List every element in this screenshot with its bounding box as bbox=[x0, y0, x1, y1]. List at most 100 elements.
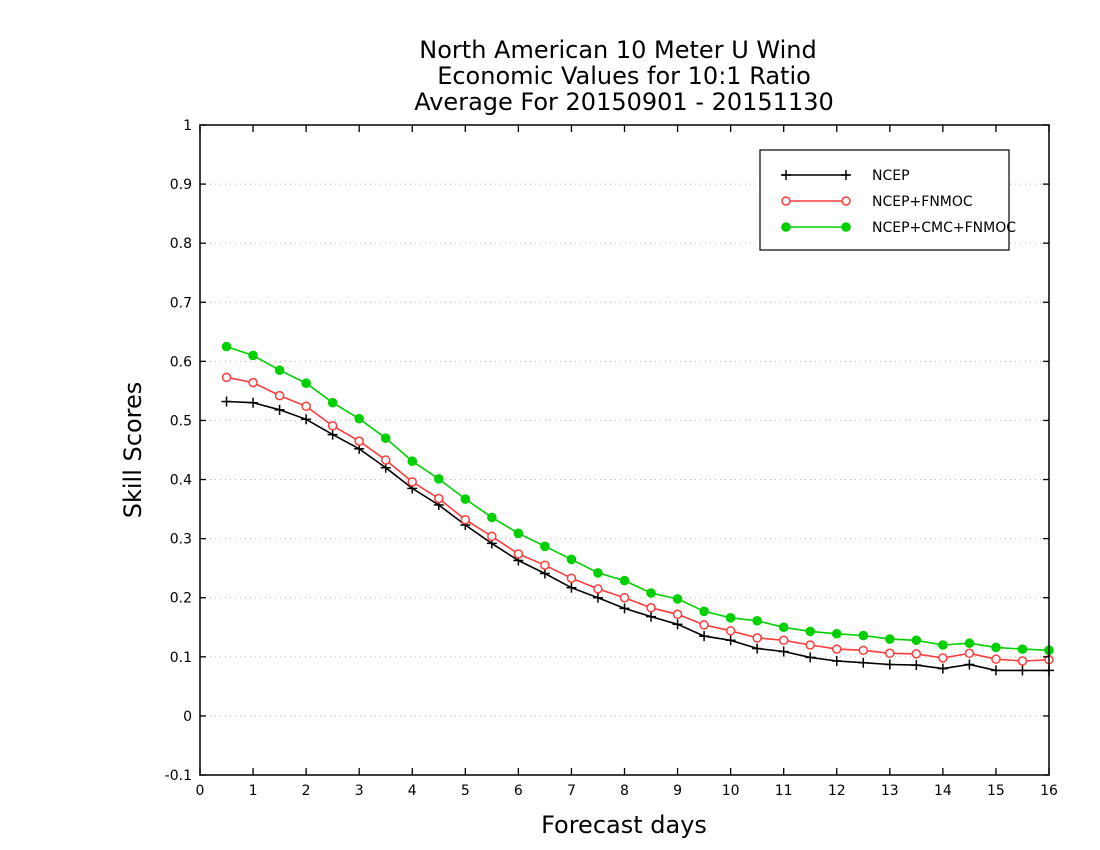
legend-marker-end bbox=[841, 170, 851, 180]
data-point bbox=[1017, 665, 1028, 676]
data-point bbox=[274, 365, 285, 376]
data-point bbox=[248, 397, 259, 408]
data-point bbox=[752, 643, 763, 654]
x-tick-label: 2 bbox=[302, 783, 311, 799]
data-point bbox=[1017, 644, 1028, 654]
data-point bbox=[699, 631, 710, 642]
x-tick-label: 8 bbox=[620, 783, 629, 799]
data-point bbox=[725, 635, 736, 646]
legend-marker-start bbox=[781, 222, 791, 232]
data-point bbox=[858, 657, 869, 668]
data-point bbox=[433, 474, 444, 484]
series-line-0 bbox=[226, 400, 1049, 672]
y-axis-label: Skill Scores bbox=[119, 382, 147, 519]
chart-title: North American 10 Meter U Wind Economic … bbox=[414, 36, 834, 116]
legend-marker-end bbox=[841, 196, 851, 206]
x-axis-label: Forecast days bbox=[541, 811, 707, 839]
y-tick-label: 0.8 bbox=[170, 236, 192, 252]
legend-marker-start bbox=[781, 170, 791, 180]
x-tick-label: 15 bbox=[987, 783, 1005, 799]
data-point bbox=[540, 560, 550, 570]
data-point bbox=[646, 603, 656, 613]
y-tick-label: 0.7 bbox=[170, 295, 192, 311]
series-line-1 bbox=[226, 376, 1050, 662]
data-point bbox=[487, 531, 497, 542]
y-tick-label: 0.5 bbox=[170, 413, 192, 429]
data-point bbox=[884, 659, 895, 670]
x-tick-label: 4 bbox=[408, 783, 417, 799]
grid bbox=[200, 183, 1049, 717]
data-point bbox=[805, 652, 816, 663]
data-point bbox=[778, 646, 789, 657]
data-point bbox=[327, 421, 338, 431]
data-point bbox=[327, 397, 338, 408]
data-point bbox=[778, 622, 789, 633]
series-2 bbox=[221, 341, 1054, 656]
data-point bbox=[221, 341, 232, 352]
x-tick-label: 5 bbox=[461, 783, 470, 799]
x-tick-label: 6 bbox=[514, 783, 523, 799]
x-tick-label: 3 bbox=[355, 783, 364, 799]
y-tick-label: 0.1 bbox=[170, 650, 192, 666]
data-point bbox=[937, 663, 948, 674]
x-tick-label: 12 bbox=[828, 783, 846, 799]
data-point bbox=[699, 620, 709, 630]
data-point bbox=[327, 429, 338, 440]
data-point bbox=[354, 436, 364, 446]
data-point bbox=[646, 611, 657, 622]
axes: -0.100.10.20.30.40.50.60.70.80.910 1 2 3 4 5 6… bbox=[165, 118, 1058, 799]
data-point bbox=[221, 372, 232, 383]
data-point bbox=[831, 655, 842, 666]
legend: NCEP NCEP+FNMOC NCEP+CMC+FNMOC bbox=[759, 149, 1016, 251]
series-line-2 bbox=[226, 345, 1050, 652]
data-point bbox=[407, 477, 417, 487]
data-point bbox=[672, 609, 683, 620]
data-point bbox=[248, 377, 258, 388]
data-point bbox=[911, 649, 922, 659]
data-point bbox=[1017, 656, 1028, 666]
y-tick-label: 0 bbox=[183, 709, 192, 725]
data-point bbox=[354, 413, 364, 424]
data-point bbox=[221, 396, 232, 407]
data-point bbox=[593, 568, 603, 578]
y-tick-label: 0.6 bbox=[170, 354, 192, 370]
data-point bbox=[460, 494, 471, 504]
data-point bbox=[301, 401, 311, 412]
data-point bbox=[593, 584, 603, 594]
legend-label: NCEP+CMC+FNMOC bbox=[872, 220, 1016, 236]
data-point bbox=[752, 633, 762, 643]
data-point bbox=[832, 644, 842, 654]
series-0 bbox=[221, 396, 1054, 676]
data-point bbox=[540, 541, 550, 552]
data-point bbox=[831, 628, 842, 639]
data-point bbox=[566, 554, 577, 565]
data-point bbox=[460, 514, 471, 525]
data-point bbox=[991, 654, 1001, 664]
data-point bbox=[990, 665, 1001, 676]
legend-label: NCEP bbox=[872, 168, 910, 184]
data-point bbox=[964, 638, 975, 649]
data-point bbox=[619, 603, 630, 614]
x-tick-label: 1 bbox=[249, 783, 258, 799]
x-tick-label: 0 bbox=[196, 783, 205, 799]
series-1 bbox=[221, 372, 1054, 666]
data-point bbox=[752, 615, 762, 626]
data-point bbox=[566, 573, 577, 583]
title-line-1: North American 10 Meter U Wind bbox=[419, 36, 816, 64]
legend-marker-start bbox=[781, 196, 791, 206]
data-point bbox=[487, 512, 497, 523]
y-tick-label: 0.3 bbox=[170, 532, 192, 548]
data-point bbox=[964, 659, 975, 670]
data-point bbox=[301, 414, 312, 425]
data-point bbox=[513, 528, 524, 539]
data-point bbox=[858, 630, 869, 641]
data-point bbox=[592, 592, 603, 603]
title-line-3: Average For 20150901 - 20151130 bbox=[414, 88, 834, 116]
data-point bbox=[539, 568, 550, 579]
x-tick-label: 9 bbox=[673, 783, 682, 799]
data-point bbox=[407, 456, 418, 467]
data-point bbox=[805, 640, 815, 650]
data-point bbox=[885, 634, 895, 644]
